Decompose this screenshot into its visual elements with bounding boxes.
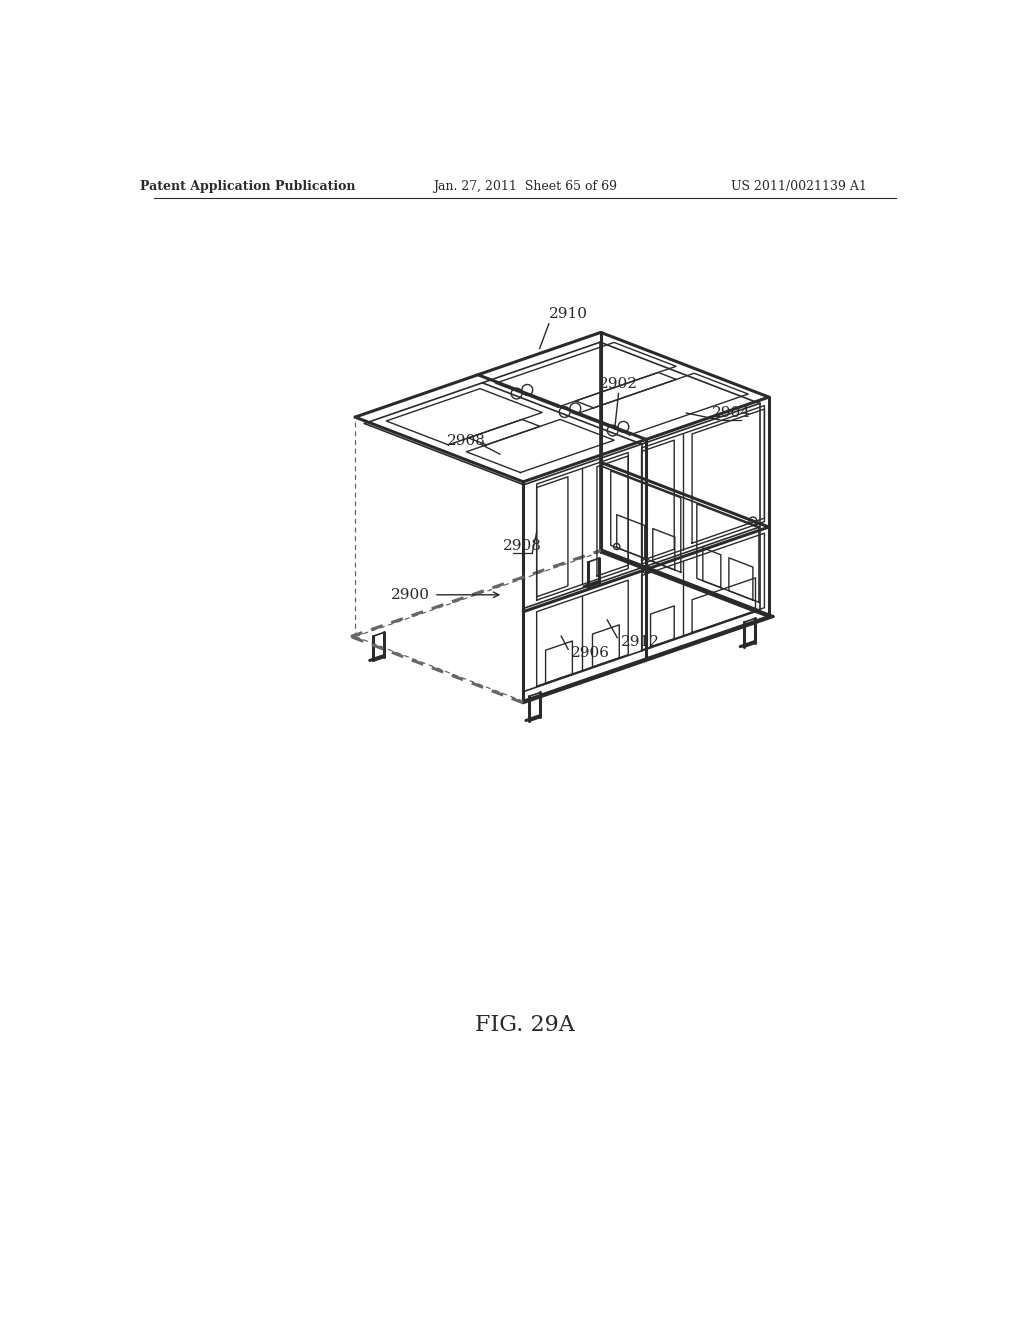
Text: US 2011/0021139 A1: US 2011/0021139 A1 — [731, 181, 867, 194]
Text: 2908: 2908 — [447, 434, 486, 447]
Text: 2906: 2906 — [570, 645, 609, 660]
Text: 2902: 2902 — [599, 378, 638, 391]
Text: Patent Application Publication: Patent Application Publication — [140, 181, 355, 194]
Text: 2900: 2900 — [391, 587, 430, 602]
Text: 2908: 2908 — [504, 539, 543, 553]
Text: 2910: 2910 — [549, 306, 588, 321]
Text: FIG. 29A: FIG. 29A — [475, 1014, 574, 1036]
Text: Jan. 27, 2011  Sheet 65 of 69: Jan. 27, 2011 Sheet 65 of 69 — [433, 181, 616, 194]
Text: 2912: 2912 — [622, 635, 660, 648]
Text: 2904: 2904 — [712, 407, 751, 420]
